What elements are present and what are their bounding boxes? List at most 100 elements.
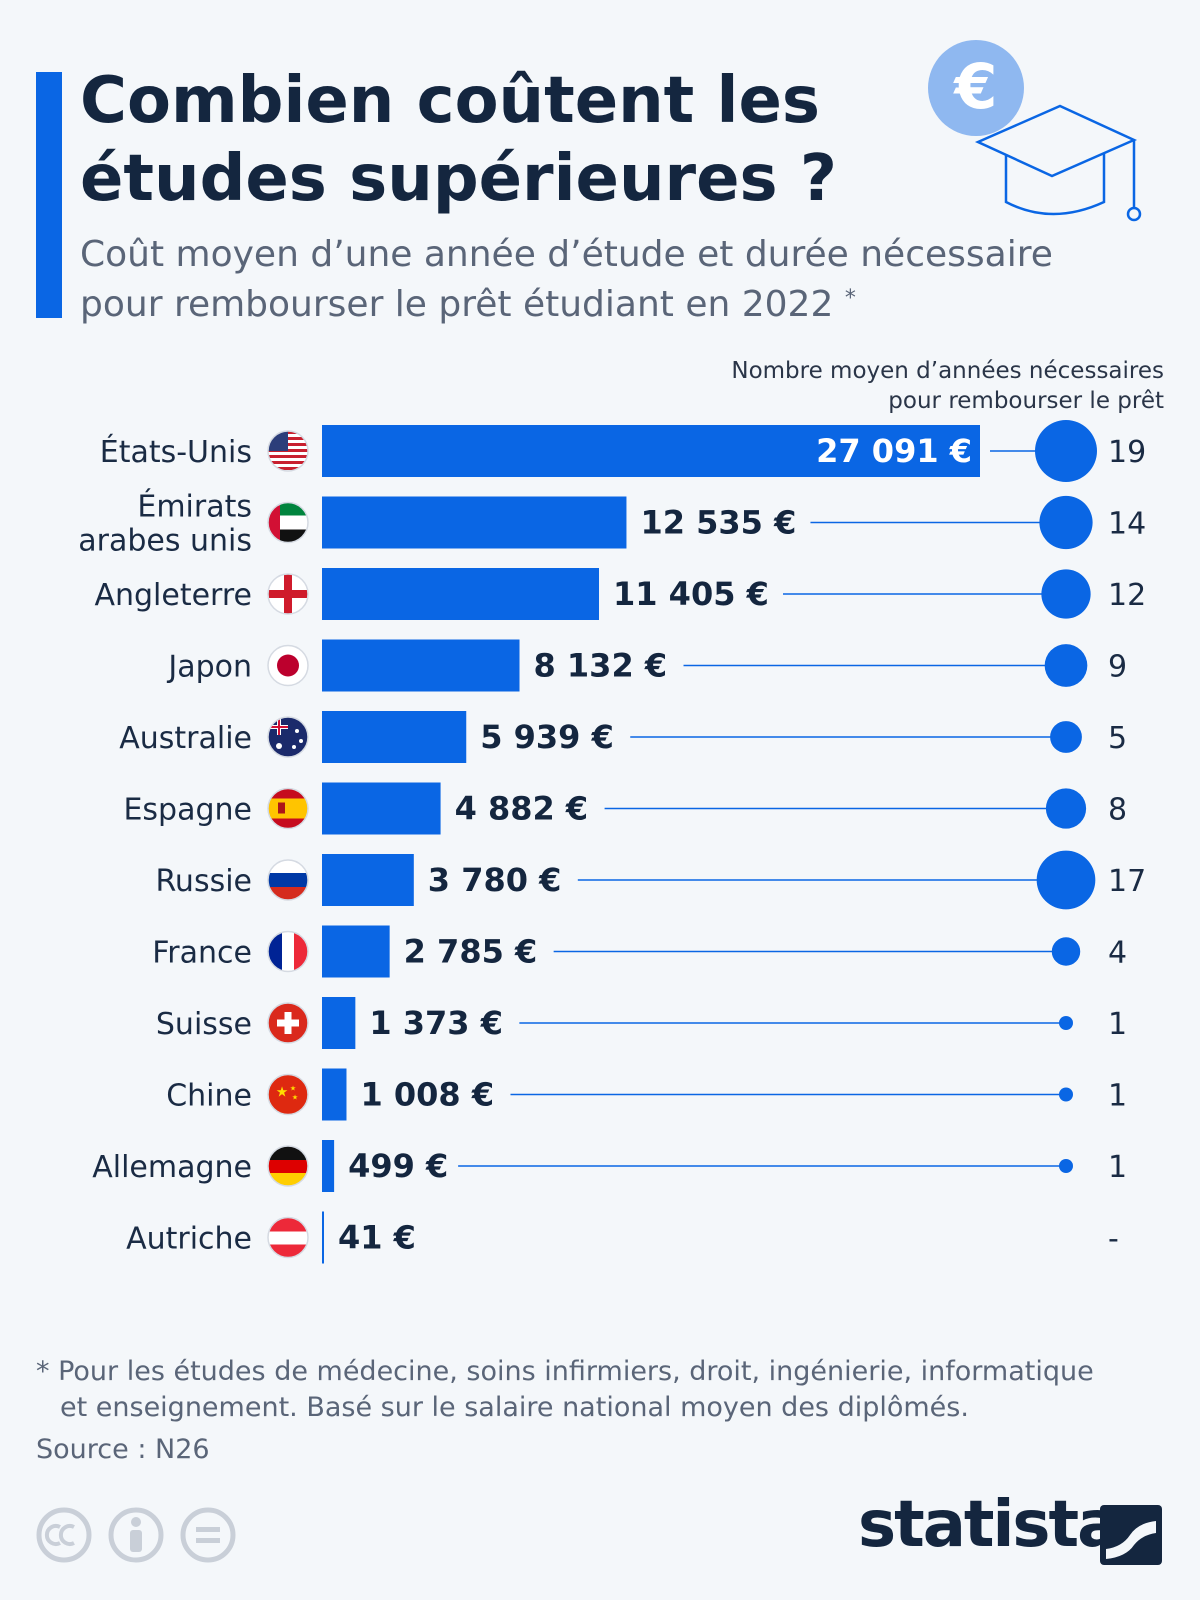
no-derivatives-icon <box>180 1507 236 1563</box>
statista-logo-text: statista <box>858 1488 1120 1562</box>
subtitle: Coût moyen d’une année d’étude et durée … <box>80 230 1120 330</box>
flag-ring <box>267 1073 309 1116</box>
title-line-2: études supérieures ? <box>80 142 837 216</box>
flag-ring <box>267 573 309 615</box>
japan-flag-icon <box>268 645 308 686</box>
switzerland-flag-icon <box>268 1003 308 1043</box>
years-label: 14 <box>1108 507 1146 542</box>
subtitle-line-2: pour rembourser le prêt étudiant en 2022 <box>80 284 834 325</box>
category-label: États-Unis <box>100 434 252 470</box>
years-dot <box>1039 495 1093 550</box>
bar <box>322 1211 324 1264</box>
flag-ring <box>267 644 309 687</box>
title-line-1: Combien coûtent les <box>80 64 820 138</box>
source-text: Source : N26 <box>36 1434 210 1465</box>
bar <box>322 425 980 477</box>
euro-graduation-icon: € <box>928 40 1142 222</box>
spain-flag-icon <box>268 788 308 829</box>
footnote: * Pour les études de médecine, soins inf… <box>36 1354 1166 1426</box>
category-label: Russie <box>155 864 252 899</box>
attribution-icon <box>108 1507 164 1563</box>
category-label: Australie <box>119 721 252 756</box>
footnote-line-2: et enseignement. Basé sur le salaire nat… <box>60 1392 969 1423</box>
value-label: 11 405 € <box>613 575 769 613</box>
us-flag-icon <box>268 431 308 471</box>
years-label: - <box>1108 1222 1119 1257</box>
value-label: 41 € <box>338 1219 416 1257</box>
years-label: 17 <box>1108 864 1146 899</box>
years-label: 8 <box>1108 793 1127 828</box>
value-label: 3 780 € <box>428 861 562 899</box>
category-label: Angleterre <box>94 578 252 613</box>
years-dot <box>1050 721 1082 753</box>
flag-ring <box>267 1216 309 1259</box>
value-label: 5 939 € <box>480 718 614 756</box>
graduation-cap-icon <box>974 104 1142 222</box>
svg-text:★: ★ <box>292 1094 298 1102</box>
years-label: 1 <box>1108 1079 1127 1114</box>
value-label: 27 091 € <box>816 432 972 470</box>
subtitle-marker: * <box>844 286 856 311</box>
england-flag-icon <box>268 574 308 614</box>
bar <box>322 711 467 763</box>
flag-ring <box>267 930 309 973</box>
years-dot <box>1041 569 1091 619</box>
category-label: Émirats arabes unis <box>78 489 252 559</box>
euro-symbol: € <box>952 50 997 123</box>
years-dot <box>1059 1016 1073 1030</box>
flag-ring <box>267 716 309 758</box>
years-label: 1 <box>1108 1150 1127 1185</box>
years-label: 5 <box>1108 721 1127 756</box>
china-flag-icon: ★ ★★ <box>268 1074 308 1115</box>
years-label: 9 <box>1108 650 1127 685</box>
france-flag-icon <box>268 931 308 972</box>
category-label: Autriche <box>126 1222 252 1257</box>
bar <box>322 854 414 906</box>
footnote-line-1: * Pour les études de médecine, soins inf… <box>36 1356 1094 1387</box>
bar <box>322 925 390 978</box>
bar <box>322 997 356 1049</box>
bar <box>322 568 600 620</box>
value-label: 2 785 € <box>404 933 538 971</box>
right-axis-label-line-2: pour rembourser le prêt <box>888 388 1164 414</box>
svg-text:★: ★ <box>276 1085 289 1101</box>
category-label: Chine <box>166 1079 252 1114</box>
bar <box>322 782 441 835</box>
statista-logo-icon <box>1100 1505 1162 1565</box>
value-label: 12 535 € <box>640 504 796 542</box>
euro-coin-icon <box>928 40 1024 136</box>
flag-ring <box>267 1002 309 1044</box>
years-dot <box>1045 788 1087 829</box>
category-label: France <box>152 936 252 971</box>
right-axis-label-line-1: Nombre moyen d’années nécessaires <box>731 358 1164 384</box>
category-label: Allemagne <box>92 1150 252 1185</box>
years-dot <box>1044 644 1088 687</box>
flag-ring <box>267 430 309 472</box>
years-label: 1 <box>1108 1007 1127 1042</box>
australia-flag-icon <box>268 717 308 757</box>
flag-ring <box>267 859 309 901</box>
bar <box>322 1140 335 1192</box>
subtitle-line-1: Coût moyen d’une année d’étude et durée … <box>80 234 1053 275</box>
years-dot <box>1035 420 1097 482</box>
page-title: Combien coûtent les études supérieures ? <box>80 62 900 218</box>
flag-ring <box>267 1145 309 1187</box>
accent-bar <box>36 72 62 318</box>
years-label: 19 <box>1108 435 1146 470</box>
category-label: Espagne <box>123 793 252 828</box>
years-label: 4 <box>1108 936 1127 971</box>
bar <box>322 639 520 692</box>
years-dot <box>1051 937 1081 966</box>
svg-text:★: ★ <box>290 1085 296 1093</box>
bar <box>322 496 627 549</box>
license-icons <box>36 1507 236 1563</box>
flag-ring <box>267 501 309 544</box>
value-label: 499 € <box>348 1147 448 1185</box>
flag-ring <box>267 787 309 830</box>
years-label: 12 <box>1108 578 1146 613</box>
value-label: 1 008 € <box>360 1076 494 1114</box>
category-label: Suisse <box>156 1007 252 1042</box>
bar <box>322 1068 347 1121</box>
years-dot <box>1059 1087 1073 1102</box>
